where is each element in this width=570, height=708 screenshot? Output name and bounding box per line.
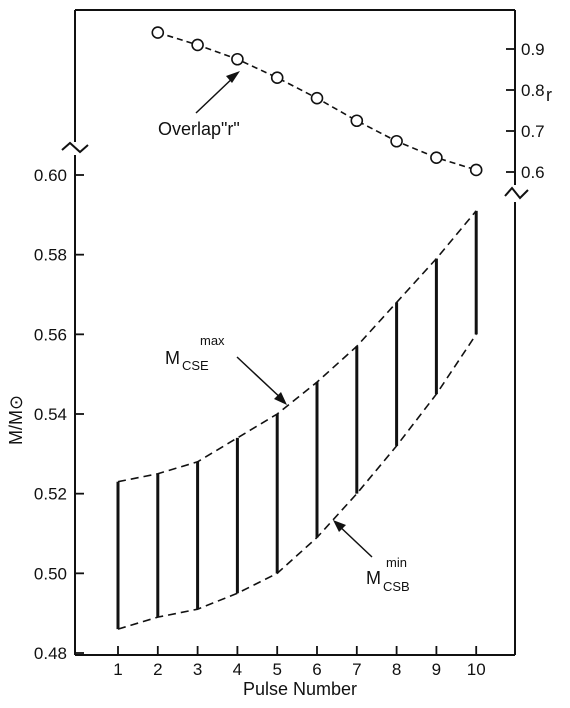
x-tick-label: 3 (193, 660, 202, 679)
r-tick-label: 0.8 (521, 81, 545, 100)
mass-band (116, 210, 478, 630)
x-tick-label: 1 (113, 660, 122, 679)
overlap-arrowhead (226, 71, 240, 83)
x-tick-label: 4 (233, 660, 242, 679)
x-tick-label: 7 (352, 660, 361, 679)
mmax-sup: max (200, 333, 225, 348)
overlap-point (270, 71, 284, 84)
y-tick-label: 0.48 (34, 644, 67, 663)
axis-ticks: 1 2 3 4 5 6 7 8 9 10 0.48 0.50 0.52 0.54 0.56 0.58 0.60 0… (34, 40, 545, 679)
y-axis-label: M/M⊙ (6, 395, 26, 445)
annotation-arrows (195, 71, 373, 558)
overlap-point (191, 38, 204, 52)
x-tick-label: 2 (153, 660, 162, 679)
mmax-arrow (236, 356, 285, 402)
mmax-sub: CSE (182, 358, 209, 373)
x-tick-label: 10 (467, 660, 486, 679)
mmax-arrowhead (274, 392, 287, 405)
r-tick-label: 0.6 (521, 163, 545, 182)
mmax-cse-label: M max CSE (165, 333, 225, 373)
overlap-point (469, 163, 483, 177)
r-tick-label: 0.9 (521, 40, 545, 59)
x-tick-label: 8 (392, 660, 401, 679)
mmin-sup: min (386, 555, 407, 570)
y-tick-label: 0.58 (34, 246, 67, 265)
overlap-point (231, 52, 244, 66)
x-tick-label: 5 (272, 660, 281, 679)
r-tick-label: 0.7 (521, 122, 545, 141)
mmax-main: M (165, 348, 180, 368)
plot-frame (61, 9, 529, 656)
right-axis-break (504, 186, 529, 200)
y-tick-label: 0.52 (34, 485, 67, 504)
overlap-point (151, 26, 165, 39)
overlap-point (430, 151, 443, 164)
mmin-envelope (117, 333, 477, 630)
mmin-main: M (366, 568, 381, 588)
mmin-sub: CSB (383, 579, 410, 594)
right-axis-label: r (546, 85, 552, 105)
x-tick-label: 9 (432, 660, 441, 679)
overlap-point (310, 91, 324, 105)
y-tick-label: 0.50 (34, 564, 67, 583)
y-tick-label: 0.56 (34, 325, 67, 344)
y-tick-label: 0.60 (34, 166, 67, 185)
y-tick-label: 0.54 (34, 405, 67, 424)
overlap-series (151, 26, 483, 177)
overlap-point (350, 114, 364, 128)
overlap-label: Overlap"r" (158, 119, 240, 139)
left-axis-break (61, 141, 89, 154)
x-tick-label: 6 (312, 660, 321, 679)
mmax-envelope (117, 210, 477, 483)
mmin-csb-label: M min CSB (366, 555, 410, 594)
mmin-arrowhead (333, 520, 346, 532)
x-axis-label: Pulse Number (243, 679, 357, 699)
overlap-point (390, 134, 403, 148)
